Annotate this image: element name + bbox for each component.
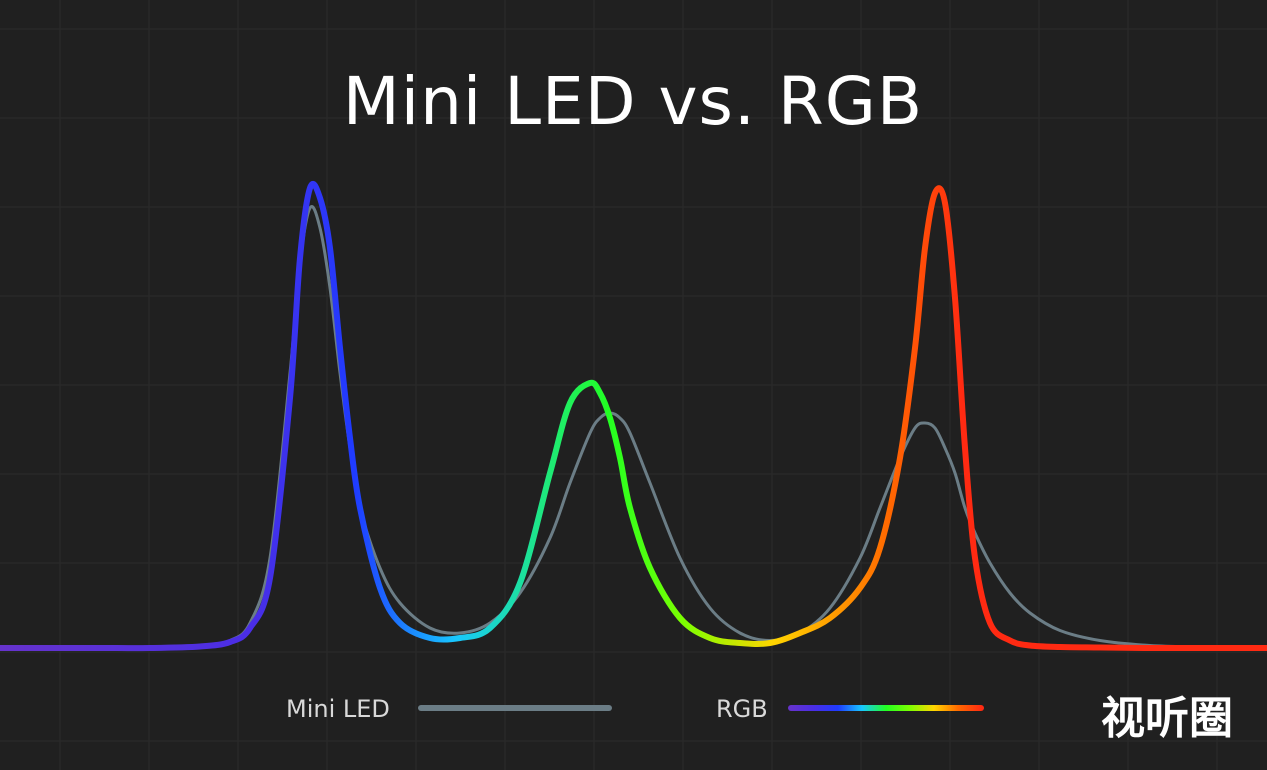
- chart-title: Mini LED vs. RGB: [343, 63, 923, 140]
- chart-legend: Mini LED RGB: [286, 695, 984, 723]
- legend-label-mini-led: Mini LED: [286, 695, 390, 723]
- legend-label-rgb: RGB: [716, 695, 768, 723]
- series-line-mini-led: [0, 205, 1267, 650]
- curves-layer: [0, 180, 1267, 652]
- series-line-rgb: [0, 180, 1267, 652]
- watermark: 视听圈: [1101, 693, 1233, 744]
